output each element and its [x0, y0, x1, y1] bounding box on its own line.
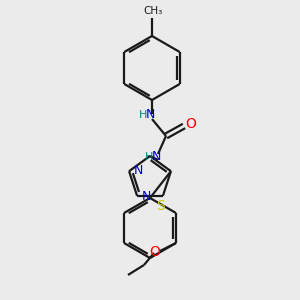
Text: N: N [134, 164, 143, 177]
Text: CH₃: CH₃ [143, 6, 163, 16]
Text: O: O [149, 245, 161, 259]
Text: N: N [141, 190, 151, 203]
Text: N: N [145, 109, 155, 122]
Text: O: O [186, 117, 196, 131]
Text: H: H [145, 152, 153, 162]
Text: S: S [157, 199, 165, 213]
Text: N: N [151, 151, 161, 164]
Text: H: H [139, 110, 147, 120]
